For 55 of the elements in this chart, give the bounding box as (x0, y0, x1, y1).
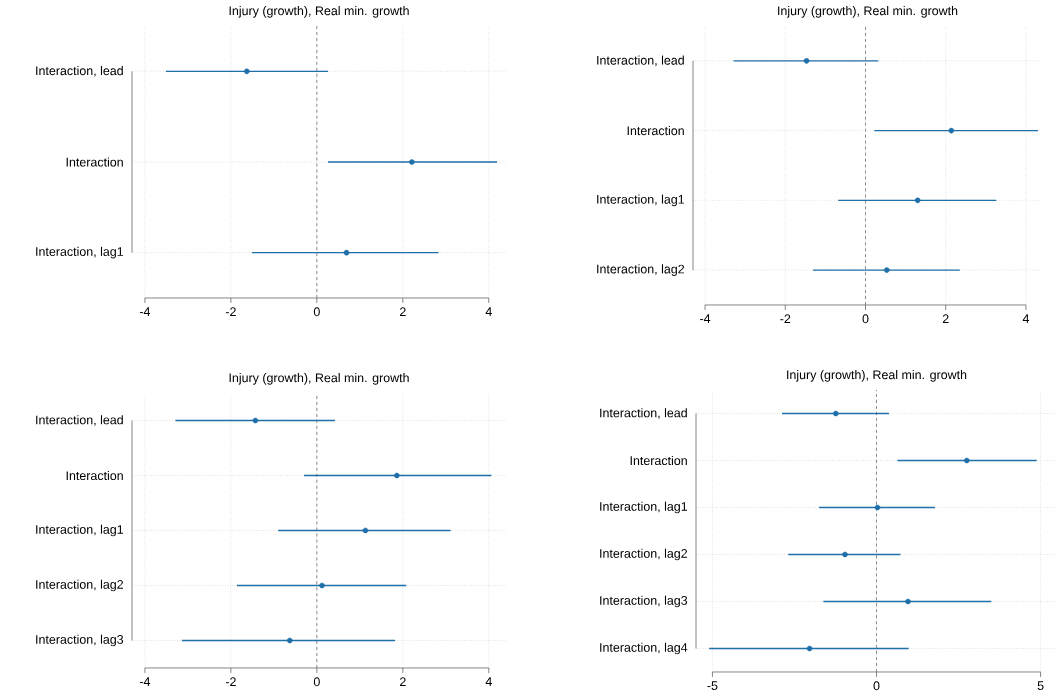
point (963, 457, 970, 464)
point (883, 267, 890, 273)
x-tick-label: -2 (780, 314, 791, 324)
point (842, 551, 848, 558)
point (319, 582, 325, 589)
y-tick-label: Interaction, lag2 (36, 579, 124, 592)
x-tick-label: 2 (399, 307, 406, 317)
y-tick-label: Interaction, lag4 (600, 642, 688, 655)
x-tick-label: -4 (139, 307, 151, 316)
y-tick-label: Interaction, lag1 (600, 501, 688, 514)
x-tick-label: 0 (862, 314, 869, 324)
y-tick-label: Interaction, lag2 (600, 548, 688, 561)
point (806, 645, 813, 652)
y-tick-label: Interaction (630, 455, 687, 466)
y-tick-label: Interaction (627, 126, 684, 136)
x-tick-label: 0 (313, 677, 320, 687)
x-tick-label: 2 (399, 677, 406, 687)
point (286, 637, 293, 644)
x-tick-label: 5 (1037, 681, 1044, 691)
x-tick-label: -4 (139, 677, 151, 686)
point (803, 58, 810, 64)
y-tick-label: Interaction, lead (597, 55, 684, 67)
x-tick-label: 4 (485, 677, 492, 686)
y-tick-label: Interaction, lead (36, 415, 123, 426)
x-tick-label: 0 (313, 307, 320, 317)
point (948, 127, 955, 134)
x-tick-label: 2 (942, 314, 949, 324)
chart-title: Injury (growth), Real min. growth (778, 6, 958, 18)
point (362, 527, 369, 534)
y-tick-label: Interaction, lag1 (36, 524, 124, 537)
x-tick-label: -4 (700, 314, 711, 323)
x-tick-label: 0 (873, 681, 880, 691)
y-tick-label: Interaction (66, 470, 123, 481)
point (394, 472, 400, 479)
y-tick-label: Interaction, lead (36, 66, 123, 77)
y-tick-label: Interaction (66, 157, 123, 167)
y-tick-label: Interaction, lag3 (600, 595, 688, 608)
chart-title: Injury (growth), Real min. growth (229, 373, 409, 385)
x-tick-label: 4 (485, 307, 492, 316)
point (874, 504, 881, 511)
y-tick-label: Interaction, lag1 (36, 246, 124, 259)
y-tick-label: Interaction, lead (600, 408, 687, 419)
point (833, 410, 839, 417)
x-tick-label: -2 (225, 307, 236, 317)
point (905, 598, 911, 605)
x-tick-label: -2 (225, 677, 236, 687)
y-tick-label: Interaction, lag3 (36, 634, 124, 647)
y-tick-label: Interaction, lag1 (597, 194, 685, 207)
y-tick-label: Interaction, lag2 (597, 264, 685, 276)
point (252, 417, 259, 424)
x-tick-label: -5 (707, 681, 718, 691)
chart-title: Injury (growth), Real min. growth (229, 6, 409, 18)
point (914, 197, 921, 204)
chart-title: Injury (growth), Real min. growth (787, 370, 967, 382)
x-tick-label: 4 (1022, 314, 1030, 323)
